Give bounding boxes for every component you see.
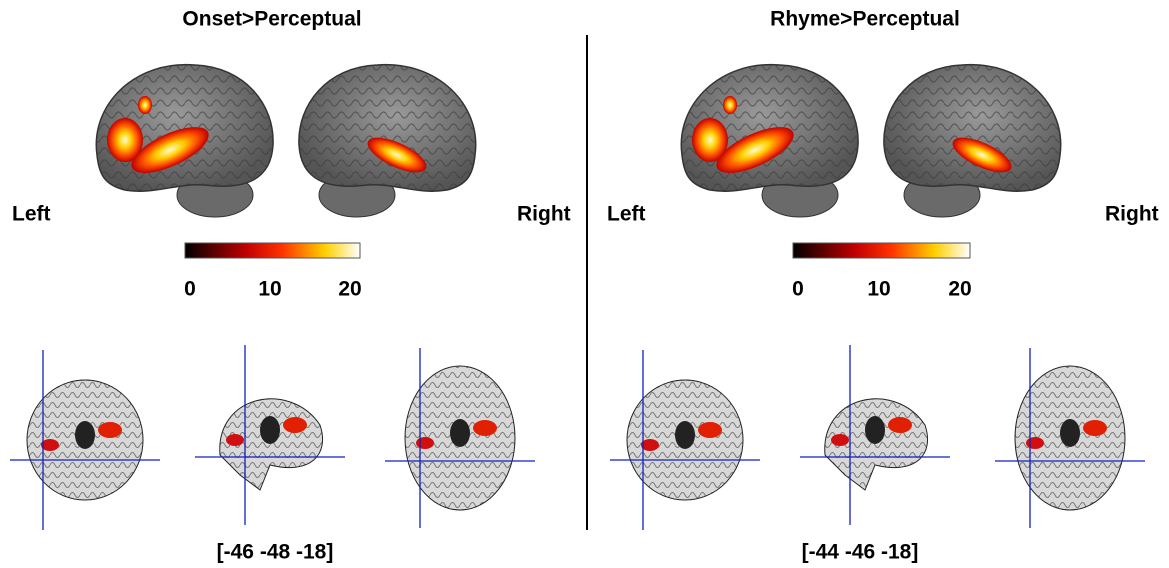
brain-render — [884, 65, 1061, 217]
mri-slice — [195, 345, 345, 525]
coordinates: [-46 -48 -18] — [217, 541, 334, 564]
right-label: Right — [1105, 203, 1159, 226]
activation — [41, 439, 59, 451]
activation — [888, 417, 912, 433]
mri-slice — [385, 348, 535, 528]
activation — [226, 434, 244, 446]
left-label: Left — [12, 203, 51, 226]
colorbar — [185, 243, 360, 258]
activation — [107, 118, 143, 162]
ventricle — [450, 419, 470, 447]
panel-title: Rhyme>Perceptual — [770, 8, 960, 31]
activation — [138, 96, 152, 114]
activation — [283, 417, 307, 433]
activation — [473, 420, 497, 436]
colorbar — [793, 243, 970, 258]
ventricle — [865, 416, 885, 444]
activation — [831, 434, 849, 446]
colorbar-tick-label: 0 — [792, 278, 804, 301]
ventricle — [75, 421, 95, 449]
colorbar-tick-label: 0 — [184, 278, 196, 301]
brain-render — [681, 65, 858, 217]
right-label: Right — [517, 203, 571, 226]
activation — [698, 422, 722, 438]
coordinates: [-44 -46 -18] — [802, 541, 919, 564]
ventricle — [675, 421, 695, 449]
activation — [416, 437, 434, 449]
mri-slice — [610, 350, 760, 530]
brain-render — [299, 65, 476, 217]
ventricle — [1060, 419, 1080, 447]
brain-render — [96, 65, 273, 217]
mri-slice — [10, 350, 160, 530]
panel-title: Onset>Perceptual — [182, 8, 361, 31]
figure: Onset>Perceptual Left Right 0 10 20 [-46 -48 -… — [0, 0, 1169, 568]
activation — [692, 118, 728, 162]
colorbar-tick-label: 20 — [948, 278, 971, 301]
ventricle — [260, 416, 280, 444]
mri-slice — [800, 345, 950, 525]
activation — [641, 439, 659, 451]
mri-slice — [995, 348, 1145, 528]
activation — [1083, 420, 1107, 436]
activation — [723, 96, 737, 114]
activation — [98, 422, 122, 438]
colorbar-tick-label: 20 — [338, 278, 361, 301]
left-label: Left — [607, 203, 646, 226]
activation — [1026, 437, 1044, 449]
colorbar-tick-label: 10 — [867, 278, 890, 301]
colorbar-tick-label: 10 — [258, 278, 281, 301]
